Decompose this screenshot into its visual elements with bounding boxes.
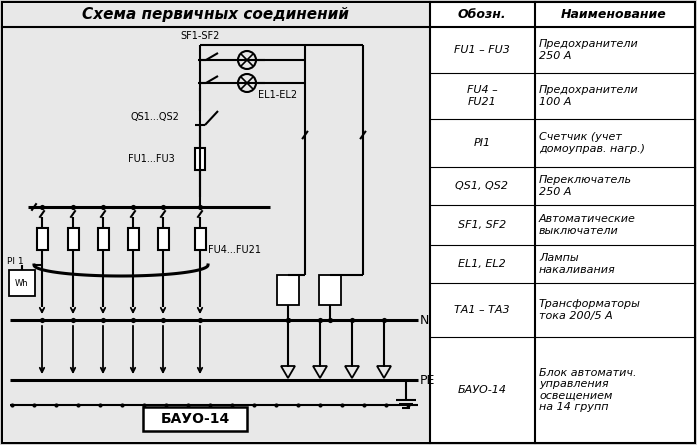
Text: Wh: Wh — [15, 279, 29, 288]
Text: FU4...FU21: FU4...FU21 — [208, 245, 261, 255]
Text: Переключатель
250 А: Переключатель 250 А — [539, 175, 632, 197]
Bar — [128, 228, 139, 250]
Text: Счетчик (учет
домоуправ. нагр.): Счетчик (учет домоуправ. нагр.) — [539, 132, 645, 154]
Text: EL1-EL2: EL1-EL2 — [258, 90, 297, 100]
Bar — [98, 228, 109, 250]
Text: SF1, SF2: SF1, SF2 — [458, 220, 506, 230]
Text: ТА1 – ТА3: ТА1 – ТА3 — [454, 305, 510, 315]
Text: Блок автоматич.
управления
освещением
на 14 групп: Блок автоматич. управления освещением на… — [539, 368, 636, 413]
Text: Наименование: Наименование — [561, 8, 667, 20]
Text: QS1, QS2: QS1, QS2 — [456, 181, 509, 191]
Bar — [195, 148, 205, 170]
Bar — [143, 407, 247, 431]
Text: Обозн.: Обозн. — [458, 8, 506, 20]
Text: EL1, EL2: EL1, EL2 — [458, 259, 506, 269]
Bar — [3, 3, 429, 442]
Text: Автоматические
выключатели: Автоматические выключатели — [539, 214, 636, 236]
Text: Трансформаторы
тока 200/5 А: Трансформаторы тока 200/5 А — [539, 299, 641, 321]
Bar — [9, 270, 35, 296]
Text: PE: PE — [420, 373, 436, 387]
Text: БАУО-14: БАУО-14 — [457, 385, 507, 395]
Text: FU4 –
FU21: FU4 – FU21 — [466, 85, 498, 107]
Text: N: N — [420, 313, 429, 327]
Text: QS1...QS2: QS1...QS2 — [130, 112, 179, 122]
Bar — [194, 228, 206, 250]
Text: PI 1: PI 1 — [7, 257, 24, 266]
Text: БАУО-14: БАУО-14 — [160, 412, 229, 426]
Text: Лампы
накаливания: Лампы накаливания — [539, 253, 615, 275]
Text: Предохранители
250 А: Предохранители 250 А — [539, 39, 638, 61]
Text: FU1...FU3: FU1...FU3 — [128, 154, 175, 164]
Bar — [158, 228, 169, 250]
Bar — [319, 275, 341, 305]
Text: Предохранители
100 А: Предохранители 100 А — [539, 85, 638, 107]
Bar — [68, 228, 79, 250]
Bar — [277, 275, 299, 305]
Text: PI1: PI1 — [473, 138, 491, 148]
Text: Схема первичных соединений: Схема первичных соединений — [82, 7, 348, 21]
Bar — [36, 228, 47, 250]
Text: SF1-SF2: SF1-SF2 — [180, 31, 220, 41]
Text: FU1 – FU3: FU1 – FU3 — [454, 45, 510, 55]
